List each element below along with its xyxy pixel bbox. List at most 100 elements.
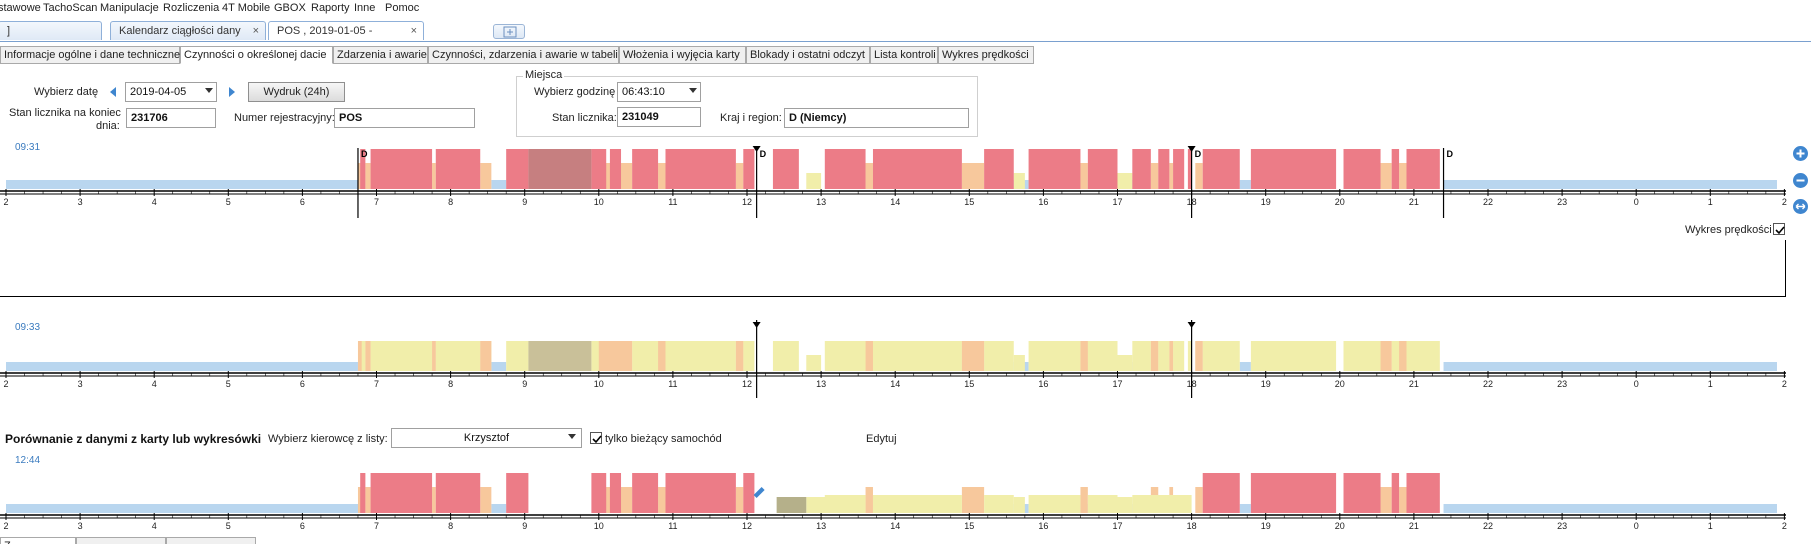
axis-tick-label: 8 <box>448 379 453 389</box>
location-marker-icon <box>1187 146 1196 152</box>
axis-tick-label: 2 <box>3 521 8 531</box>
drive-bar <box>1406 149 1440 189</box>
work-bar <box>1150 163 1159 189</box>
card-marker-label: D <box>760 149 767 159</box>
menu-item-raporty[interactable]: Raporty <box>311 2 350 14</box>
work-bar <box>432 487 436 513</box>
driver-select[interactable]: Krzysztof <box>391 428 582 448</box>
tab-general-info[interactable]: Informacje ogólne i dane techniczne <box>0 46 180 64</box>
work-bar <box>658 487 666 513</box>
hour-label: Wybierz godzinę <box>534 86 616 98</box>
bottom-tab-2[interactable] <box>76 537 166 544</box>
axis-tick-label: 19 <box>1261 197 1271 207</box>
work-bar <box>1150 341 1159 371</box>
menu-item-rozliczenia[interactable]: Rozliczenia <box>163 2 220 14</box>
menu-item-inne[interactable]: Inne <box>354 2 376 14</box>
axis-tick-label: 11 <box>668 521 677 531</box>
axis-tick-label: 23 <box>1557 379 1567 389</box>
work-bar <box>432 163 436 189</box>
speed-chart-label: Wykres prędkości <box>1685 224 1772 236</box>
doc-tab-label: Kalendarz ciągłości danych <box>119 25 241 37</box>
zoom-out-button[interactable] <box>1793 173 1808 188</box>
axis-tick-label: 5 <box>226 521 231 531</box>
close-icon[interactable]: × <box>410 25 417 37</box>
tab-activities-date[interactable]: Czynności o określonej dacie <box>180 46 333 64</box>
tab-card-insertions[interactable]: Włożenia i wyjęcia karty <box>619 46 746 64</box>
bottom-tab-3[interactable] <box>166 537 256 544</box>
activity-bar <box>1087 341 1118 371</box>
chart2-time: 09:33 <box>15 322 41 333</box>
rest-bar <box>1443 504 1777 513</box>
zoom-fit-button[interactable] <box>1793 199 1808 214</box>
work-bar <box>735 163 744 189</box>
tab-speed-chart[interactable]: Wykres prędkości <box>938 46 1034 64</box>
axis-tick-label: 16 <box>1038 379 1048 389</box>
rest-bar <box>1239 504 1251 513</box>
only-vehicle-label: tylko bieżący samochód <box>605 433 722 445</box>
axis-tick-label: 12 <box>742 379 752 389</box>
axis-tick-label: 13 <box>816 197 826 207</box>
available-bar <box>824 495 866 513</box>
tab-locks[interactable]: Blokady i ostatni odczyt <box>746 46 870 64</box>
axis-tick-label: 6 <box>300 197 305 207</box>
menu-item-pomoc[interactable]: Pomoc <box>385 2 420 14</box>
menu-item-gbox[interactable]: GBOX <box>274 2 306 14</box>
zoom-in-button[interactable] <box>1793 146 1808 161</box>
bottom-tab-1[interactable]: Z <box>0 537 76 544</box>
chevron-down-icon <box>689 88 697 93</box>
speed-chart-checkbox[interactable] <box>1773 223 1785 235</box>
tab-events[interactable]: Zdarzenia i awarie <box>333 46 428 64</box>
print-24h-button[interactable]: Wydruk (24h) <box>248 82 345 102</box>
counter-field[interactable]: 231049 <box>617 107 701 127</box>
axis-tick-label: 10 <box>594 379 604 389</box>
axis-tick-label: 7 <box>374 379 379 389</box>
axis-tick-label: 13 <box>816 521 826 531</box>
document-tab-strip: ] Kalendarz ciągłości danych × POS , 2019… <box>0 19 1811 42</box>
only-vehicle-checkbox[interactable] <box>590 432 602 444</box>
chevron-down-icon <box>568 434 576 439</box>
odometer-field[interactable]: 231706 <box>126 108 216 128</box>
edit-link[interactable]: Edytuj <box>866 433 897 445</box>
registration-field[interactable]: POS <box>334 108 475 128</box>
menu-item-tachoscan[interactable]: TachoScan <box>43 2 98 14</box>
work-bar <box>598 341 633 371</box>
drive-bar <box>591 473 607 513</box>
work-bar <box>865 341 873 371</box>
country-field[interactable]: D (Niemcy) <box>784 108 969 128</box>
tab-control-list[interactable]: Lista kontroli <box>870 46 938 64</box>
activity-chart-card[interactable]: 2 3 4 5 6 7 8 9 10 11 12 13 14 15 16 17 18 19 20 21 22 23 0 1 2 <box>0 465 1790 544</box>
work-bar <box>365 341 371 371</box>
activity-chart-second[interactable]: 2 3 4 5 6 7 8 9 10 11 12 13 14 15 16 17 18 19 20 21 22 23 0 1 2 <box>0 318 1790 400</box>
menu-item-settings[interactable]: stawowe <box>0 2 41 14</box>
prev-day-icon[interactable] <box>109 87 117 97</box>
work-bar <box>865 163 873 189</box>
axis-tick-label: 2 <box>1782 197 1787 207</box>
doc-tab-calendar[interactable]: Kalendarz ciągłości danych × <box>110 21 266 40</box>
rest-bar <box>491 180 507 189</box>
axis-tick-label: 21 <box>1409 379 1419 389</box>
axis-tick-label: 19 <box>1261 379 1271 389</box>
work-bar <box>1169 341 1174 371</box>
axis-tick-label: 16 <box>1038 197 1048 207</box>
add-tab-button[interactable] <box>493 24 525 39</box>
activity-chart-vehicle[interactable]: 2 3 4 5 6 7 8 9 10 11 12 13 14 15 16 17 18 19 20 21 22 23 0 1 2D… <box>0 146 1790 220</box>
country-label: Kraj i region: <box>720 112 782 124</box>
close-icon[interactable]: × <box>252 25 259 37</box>
menu-item-manipulacje[interactable]: Manipulacje <box>100 2 159 14</box>
axis-tick-label: 2 <box>1782 521 1787 531</box>
work-bar <box>1195 163 1203 189</box>
work-bar <box>480 487 492 513</box>
axis-tick-label: 9 <box>522 197 527 207</box>
doc-tab-vehicle[interactable]: POS , 2019-01-05 - × <box>268 21 424 40</box>
drive-bar <box>665 473 736 513</box>
highlight-bar <box>776 497 807 513</box>
date-picker[interactable]: 2019-04-05 <box>125 82 217 102</box>
tab-activities-table[interactable]: Czynności, zdarzenia i awarie w tabeli <box>428 46 619 64</box>
hour-picker[interactable]: 06:43:10 <box>617 82 701 102</box>
doc-tab-first[interactable]: ] <box>0 21 102 40</box>
axis-tick-label: 11 <box>668 197 677 207</box>
axis-tick-label: 6 <box>300 521 305 531</box>
next-day-icon[interactable] <box>228 87 236 97</box>
drive-bar <box>609 473 622 513</box>
menu-item-4t-mobile[interactable]: 4T Mobile <box>222 2 271 14</box>
